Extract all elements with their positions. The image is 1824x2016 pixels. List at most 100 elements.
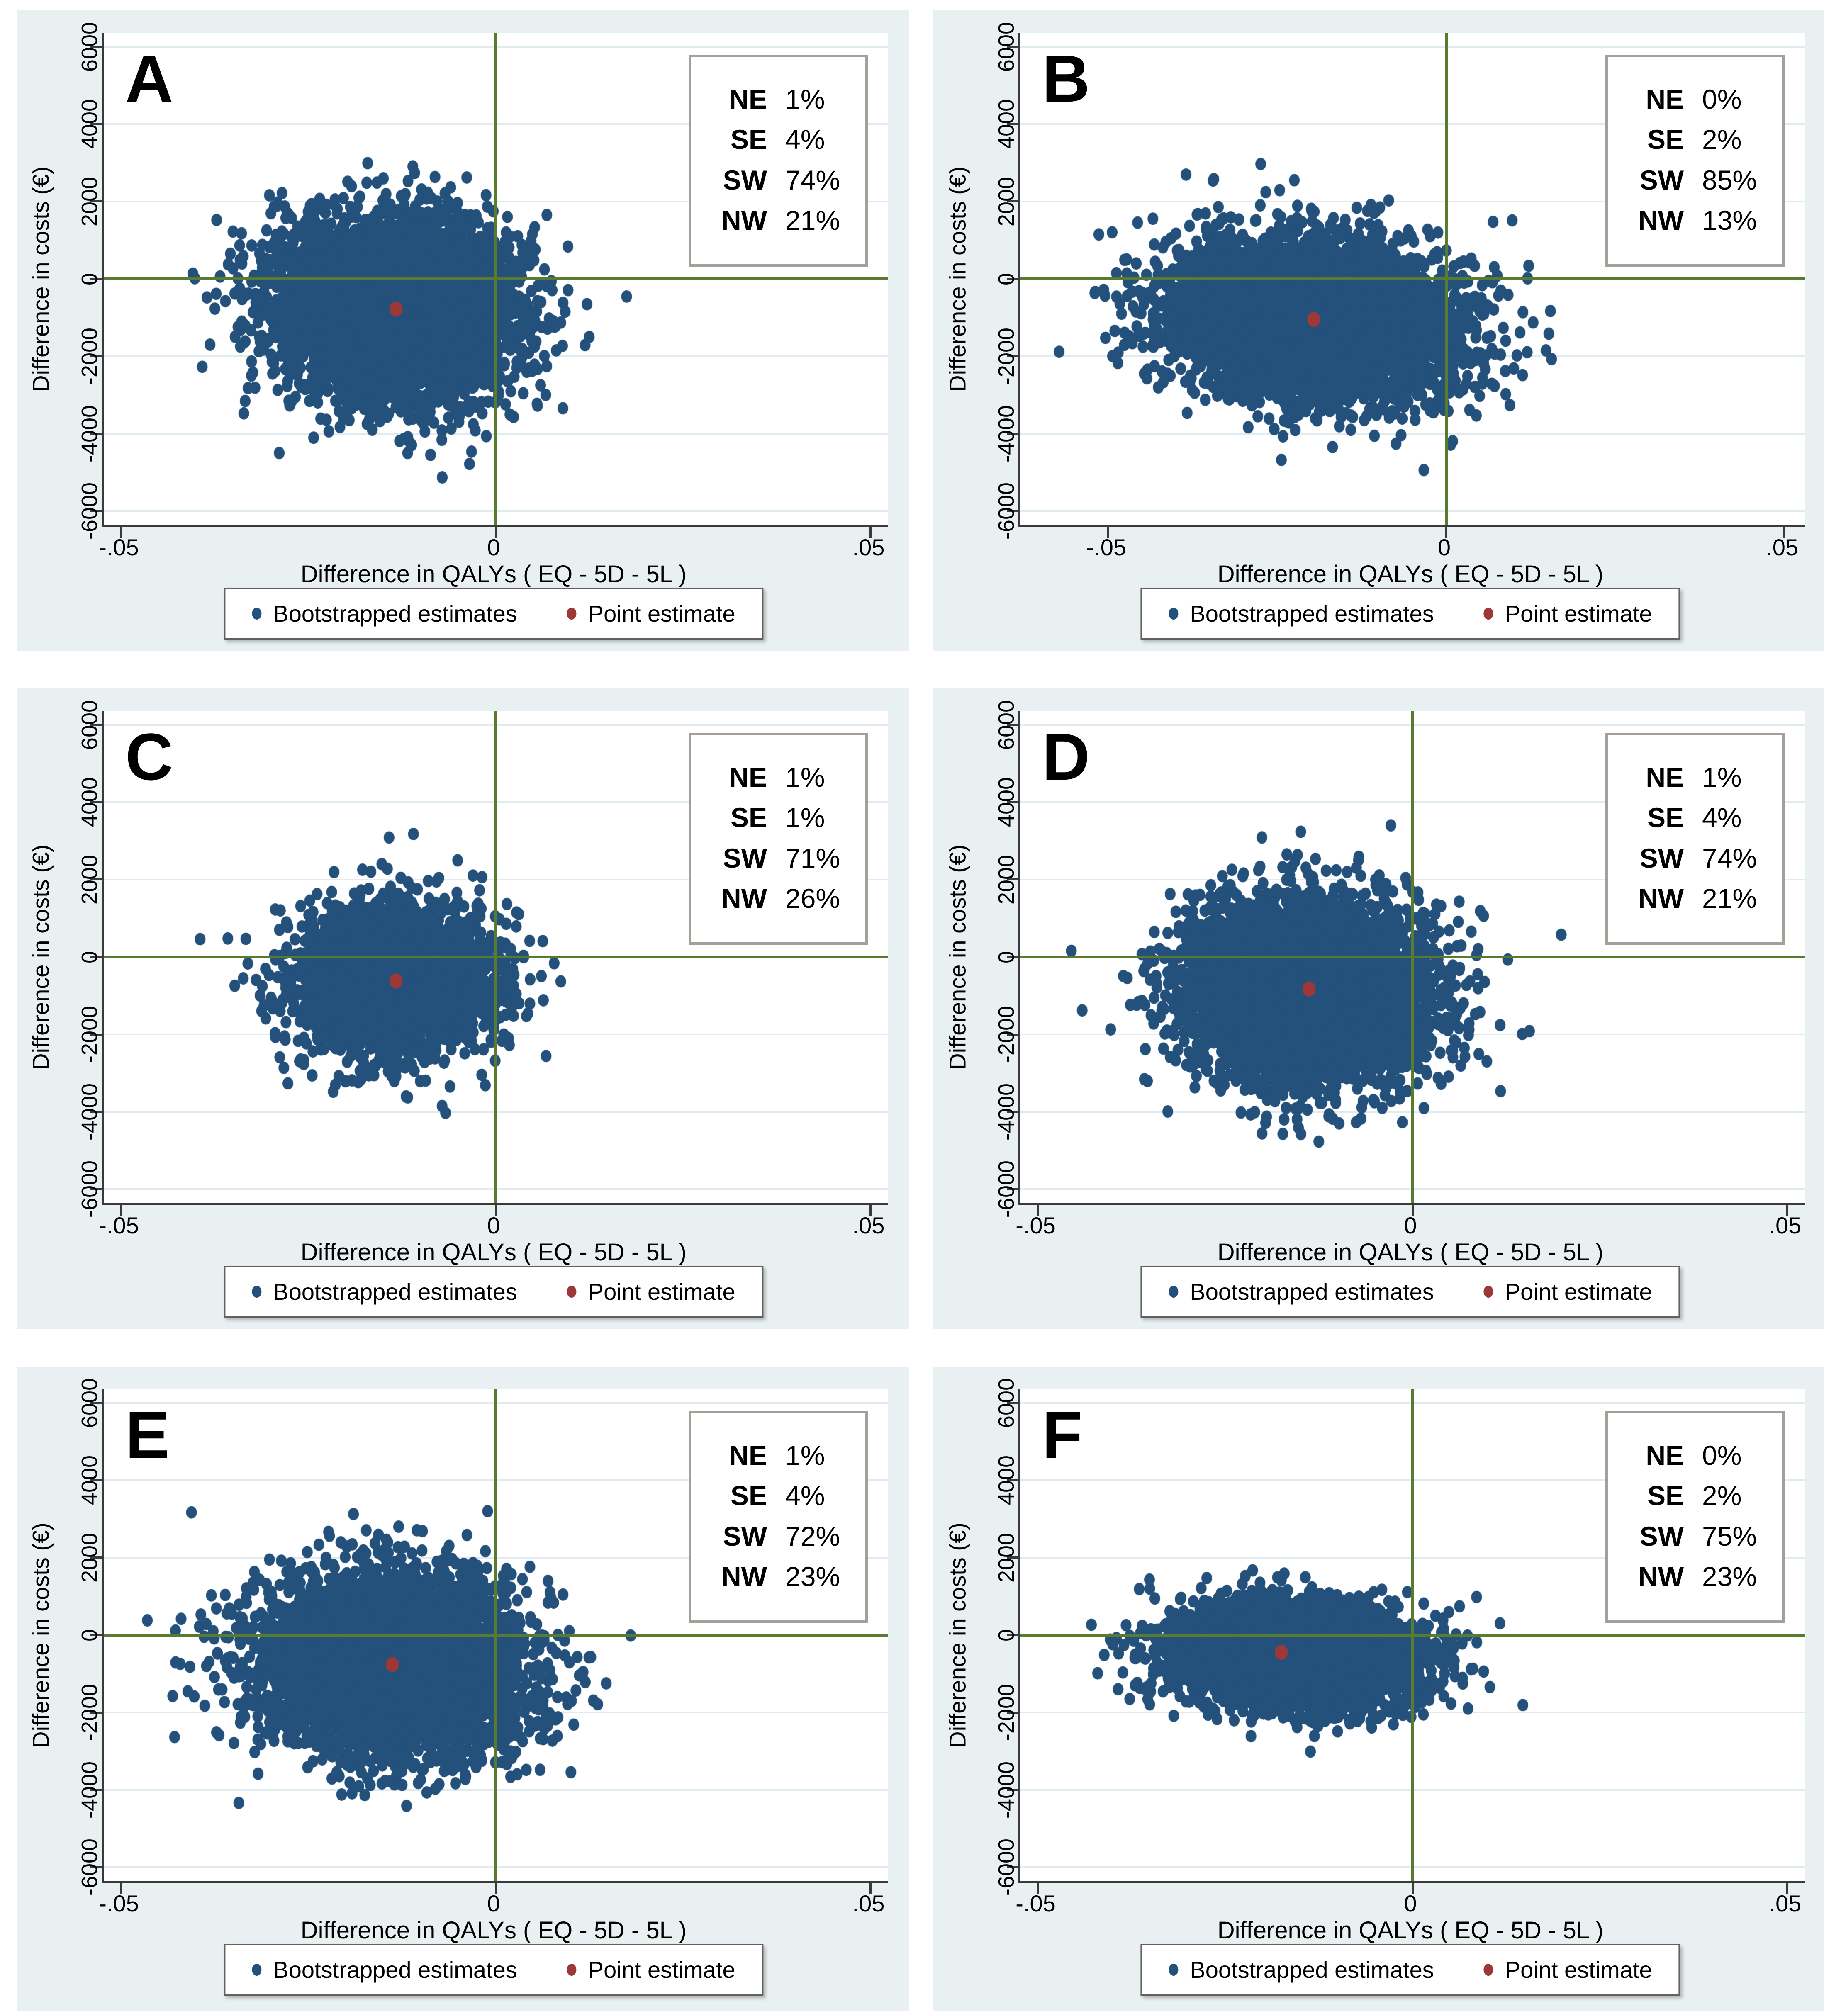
x-tick-label: .05 [1766, 534, 1799, 560]
y-tick-label: -4000 [77, 405, 102, 462]
point-estimate-dot-icon [1483, 608, 1493, 620]
y-tickmark [1007, 956, 1018, 958]
point-estimate-dot-icon [1483, 1964, 1493, 1976]
y-axis-title: Difference in costs (€) [27, 1522, 54, 1748]
quadrant-label: SW [723, 1520, 767, 1552]
quadrant-value: 13% [1702, 204, 1757, 236]
quadrant-value: 1% [1702, 762, 1742, 793]
y-axis-title: Difference in costs (€) [27, 844, 54, 1070]
y-tick-label: 0 [994, 272, 1019, 285]
x-tick-label: .05 [852, 1890, 885, 1916]
legend-label-point: Point estimate [588, 1279, 735, 1305]
quadrant-label: NW [1638, 1561, 1684, 1592]
x-axis-title: Difference in QALYs ( EQ - 5D - 5L ) [300, 1917, 687, 1944]
y-tickmark [1007, 1033, 1018, 1036]
y-tickmark [90, 1556, 102, 1559]
quadrant-label: SE [730, 124, 767, 155]
y-tick-label: 6000 [77, 1378, 102, 1428]
quadrant-label: SW [1639, 842, 1684, 873]
quadrant-row-SW: SW 74% [691, 165, 865, 195]
y-tick-label: 2000 [77, 176, 102, 226]
y-tick-label: 4000 [994, 777, 1019, 827]
y-tickmark [90, 878, 102, 881]
quadrant-value: 74% [1702, 842, 1757, 873]
series-legend: Bootstrapped estimates Point estimate [224, 1944, 764, 1996]
quadrant-row-SE: SE 4% [691, 1481, 865, 1510]
plot-area: E NE 1% SE 4% SW 72% NW 23% [90, 1389, 888, 1894]
quadrant-label: NE [1646, 84, 1684, 114]
y-tickmark [1007, 1111, 1018, 1113]
panel-letter: E [125, 1398, 170, 1472]
x-tick-label: 0 [1404, 1890, 1417, 1916]
legend-item-bootstrapped: Bootstrapped estimates [252, 600, 517, 627]
quadrant-value: 74% [785, 164, 840, 195]
quadrant-label: SE [730, 1480, 767, 1511]
quadrant-percentages-box: NE 1% SE 4% SW 72% NW 23% [689, 1411, 868, 1623]
quadrant-label: SE [1647, 124, 1684, 155]
x-tickmark [494, 1883, 497, 1894]
series-legend: Bootstrapped estimates Point estimate [1140, 588, 1680, 640]
y-tickmark [1007, 878, 1018, 881]
y-tickmark [1007, 1634, 1018, 1636]
y-tickmark [90, 1033, 102, 1036]
y-tickmark [90, 123, 102, 125]
bootstrapped-dot-icon [1169, 1286, 1179, 1298]
quadrant-value: 26% [785, 883, 840, 914]
x-axis-title: Difference in QALYs ( EQ - 5D - 5L ) [1217, 561, 1604, 588]
y-tick-label: 6000 [994, 1378, 1019, 1428]
x-tickmark [120, 527, 122, 538]
y-tick-label: 0 [994, 1629, 1019, 1641]
plot-area: F NE 0% SE 2% SW 75% NW 23% [1007, 1389, 1805, 1894]
legend-item-point: Point estimate [567, 600, 735, 627]
legend-item-bootstrapped: Bootstrapped estimates [1169, 1956, 1434, 1983]
legend-item-bootstrapped: Bootstrapped estimates [1169, 600, 1434, 627]
y-tickmark [90, 1711, 102, 1714]
y-tickmark [90, 724, 102, 726]
cost-effectiveness-panel-B: B NE 0% SE 2% SW 85% NW 13% Difference in costs… [933, 10, 1824, 651]
y-tick-label: 4000 [994, 1455, 1019, 1505]
plot-area: B NE 0% SE 2% SW 85% NW 13% [1007, 33, 1805, 538]
cost-effectiveness-panel-D: D NE 1% SE 4% SW 74% NW 21% Difference in costs… [933, 688, 1824, 1329]
quadrant-row-SE: SE 2% [1608, 1481, 1782, 1510]
y-axis-title: Difference in costs (€) [944, 166, 971, 392]
y-tickmark [1007, 46, 1018, 48]
x-tick-label: -.05 [99, 534, 139, 560]
panel-letter: C [125, 720, 173, 794]
quadrant-value: 1% [785, 802, 825, 833]
y-tick-label: -2000 [994, 1684, 1019, 1741]
series-legend: Bootstrapped estimates Point estimate [224, 1266, 764, 1318]
quadrant-label: NW [1638, 204, 1684, 236]
quadrant-value: 85% [1702, 164, 1757, 195]
quadrant-value: 0% [1702, 84, 1742, 114]
quadrant-value: 2% [1702, 1480, 1742, 1511]
y-tickmark [1007, 1556, 1018, 1559]
refline-qalys-zero [494, 711, 497, 1203]
y-tick-label: -4000 [994, 405, 1019, 462]
refline-qalys-zero [494, 1389, 497, 1881]
quadrant-label: NE [729, 84, 767, 114]
point-estimate-dot-icon [1483, 1286, 1493, 1298]
quadrant-value: 4% [1702, 802, 1742, 833]
y-axis-title: Difference in costs (€) [944, 1522, 971, 1748]
y-tickmark [90, 1111, 102, 1113]
x-tickmark [120, 1205, 122, 1216]
quadrant-row-SE: SE 2% [1608, 124, 1782, 155]
quadrant-label: NE [1646, 762, 1684, 793]
point-estimate-dot-icon [567, 1286, 577, 1298]
quadrant-row-NE: NE 1% [691, 84, 865, 114]
quadrant-row-NW: NW 23% [1608, 1561, 1782, 1592]
y-tick-label: -2000 [994, 328, 1019, 385]
y-tick-label: 6000 [994, 700, 1019, 750]
y-tick-label: -2000 [77, 1006, 102, 1063]
quadrant-row-NW: NW 23% [691, 1561, 865, 1591]
y-tick-label: 0 [77, 951, 102, 963]
y-tick-label: 2000 [994, 176, 1019, 226]
x-tick-label: -.05 [99, 1890, 139, 1916]
legend-label-point: Point estimate [588, 1957, 735, 1983]
legend-item-bootstrapped: Bootstrapped estimates [1169, 1278, 1434, 1305]
y-tick-label: -6000 [77, 482, 102, 540]
y-tick-label: 6000 [994, 22, 1019, 72]
quadrant-value: 21% [1702, 883, 1757, 914]
y-tick-label: 2000 [994, 1532, 1019, 1583]
